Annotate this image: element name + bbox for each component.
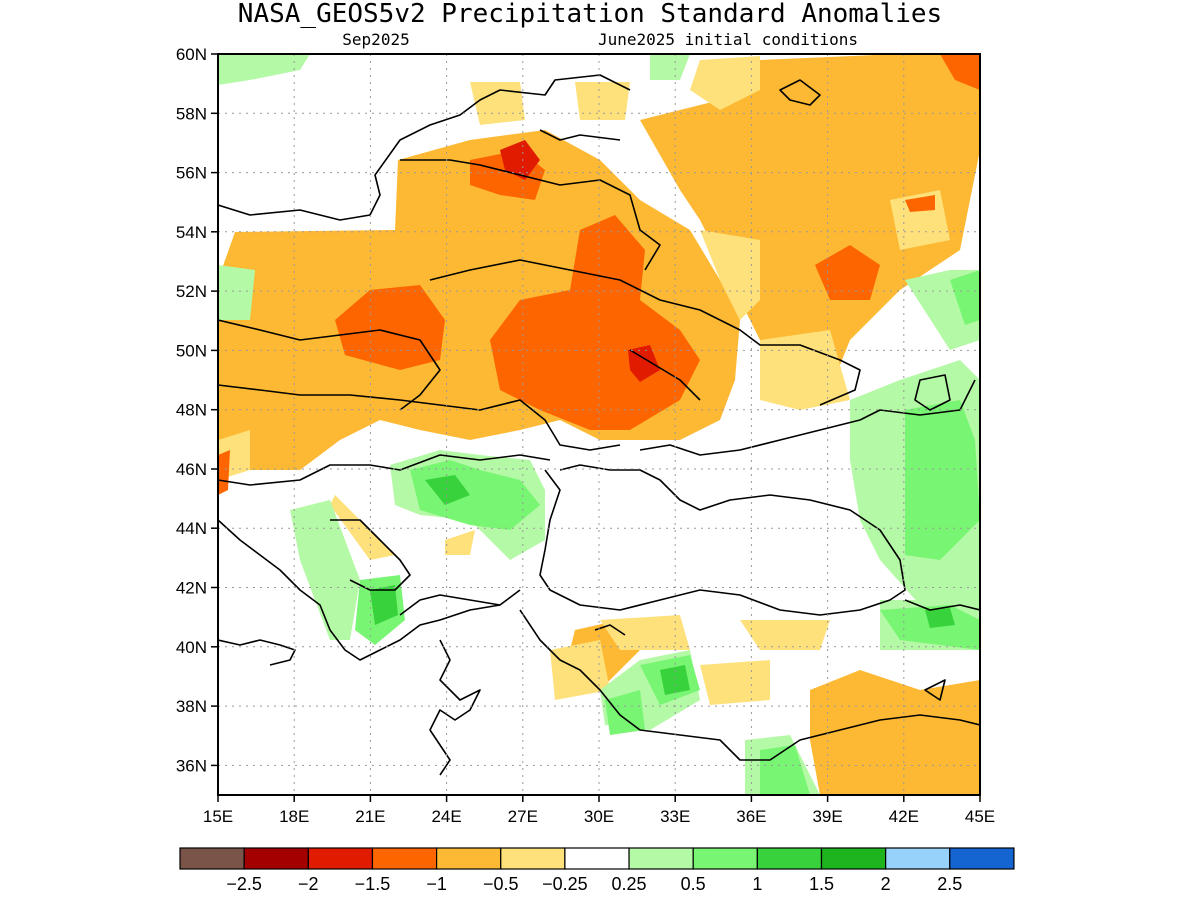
colorbar-tick-label: −1 <box>426 874 447 894</box>
lat-label: 60N <box>176 45 207 64</box>
initial-conditions-label: June2025 initial conditions <box>598 30 858 49</box>
lat-label: 36N <box>176 756 207 775</box>
lat-label: 56N <box>176 164 207 183</box>
longitude-labels: 15E 18E 21E 24E 27E 30E 33E 36E 39E 42E … <box>203 807 995 826</box>
colorbar-boxes <box>179 847 1015 870</box>
lon-label: 18E <box>279 807 309 826</box>
axis-tick-marks <box>211 53 981 802</box>
lon-label: 24E <box>431 807 461 826</box>
lat-label: 38N <box>176 697 207 716</box>
latitude-labels: 60N 58N 56N 54N 52N 50N 48N 46N 44N 42N … <box>176 45 207 775</box>
lon-label: 15E <box>203 807 233 826</box>
lon-label: 36E <box>736 807 766 826</box>
colorbar-tick-label: −2 <box>298 874 319 894</box>
map-panel <box>218 54 980 795</box>
anomaly-fill-plus-1 <box>370 475 955 695</box>
colorbar-swatch <box>436 847 502 870</box>
colorbar-swatch <box>628 847 694 870</box>
colorbar-swatch <box>756 847 823 870</box>
colorbar-tick-label: −1.5 <box>355 874 391 894</box>
colorbar-tick-label: 0.25 <box>612 874 647 894</box>
lat-label: 40N <box>176 638 207 657</box>
colorbar-tick-label: 2.5 <box>937 874 962 894</box>
lat-lon-grid <box>218 54 980 795</box>
colorbar-tick-label: 1 <box>752 874 762 894</box>
colorbar: −2.5 −2 −1.5 −1 −0.5 −0.25 0.25 0.5 1 1.5 2 2.5 <box>179 847 1015 894</box>
lat-label: 44N <box>176 519 207 538</box>
colorbar-tick-label: −0.5 <box>483 874 519 894</box>
colorbar-swatch <box>243 847 309 870</box>
lon-label: 27E <box>508 807 538 826</box>
colorbar-swatch <box>692 847 758 870</box>
colorbar-tick-label: 2 <box>881 874 891 894</box>
colorbar-labels: −2.5 −2 −1.5 −1 −0.5 −0.25 0.25 0.5 1 1.5 2 2.5 <box>226 874 962 894</box>
colorbar-swatch <box>307 847 374 870</box>
figure-title: NASA_GEOS5v2 Precipitation Standard Anom… <box>238 0 942 29</box>
lat-label: 58N <box>176 104 207 123</box>
lon-label: 39E <box>812 807 842 826</box>
lon-label: 30E <box>584 807 614 826</box>
anomaly-fill-minus-0.25 <box>218 56 950 705</box>
lat-label: 42N <box>176 579 207 598</box>
lat-label: 54N <box>176 223 207 242</box>
colorbar-swatch <box>949 847 1015 870</box>
lon-label: 45E <box>965 807 995 826</box>
lat-label: 48N <box>176 401 207 420</box>
lat-label: 50N <box>176 341 207 360</box>
colorbar-tick-label: 0.5 <box>681 874 706 894</box>
lon-label: 42E <box>889 807 919 826</box>
lat-label: 52N <box>176 282 207 301</box>
colorbar-swatch <box>885 847 951 870</box>
lat-label: 46N <box>176 460 207 479</box>
colorbar-tick-label: 1.5 <box>809 874 834 894</box>
lon-label: 21E <box>355 807 385 826</box>
colorbar-swatch <box>371 847 438 870</box>
colorbar-swatch <box>820 847 887 870</box>
colorbar-tick-label: −2.5 <box>226 874 262 894</box>
forecast-month-label: Sep2025 <box>342 30 409 49</box>
lon-label: 33E <box>660 807 690 826</box>
colorbar-swatch <box>500 847 566 870</box>
colorbar-tick-label: −0.25 <box>542 874 588 894</box>
coastlines-and-borders <box>218 74 980 776</box>
colorbar-swatch <box>179 847 245 870</box>
colorbar-swatch <box>564 847 630 870</box>
anomaly-fill-plus-0.5 <box>355 270 980 795</box>
